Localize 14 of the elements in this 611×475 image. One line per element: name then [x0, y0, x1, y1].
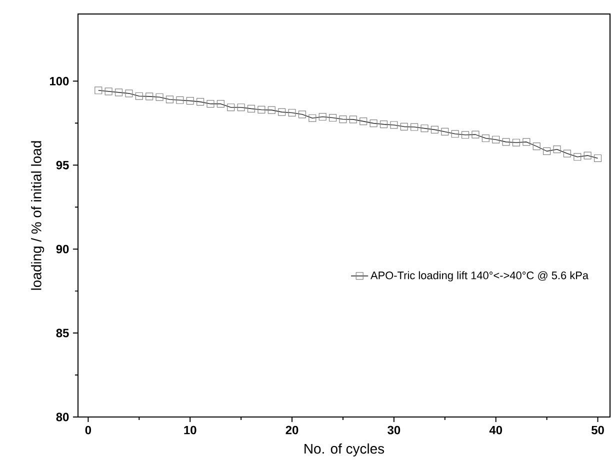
x-tick-label: 30 — [388, 426, 400, 434]
y-tick-label: 90 — [56, 244, 69, 254]
x-axis-title: No. of cycles — [304, 443, 384, 456]
y-tick-label: 100 — [50, 76, 69, 86]
x-tick-label: 0 — [85, 426, 92, 434]
x-tick-label: 50 — [592, 426, 604, 434]
legend-label: APO-Tric loading lift 140°<->40°C @ 5.6 kPa — [370, 271, 589, 282]
y-tick-label: 80 — [56, 412, 69, 422]
y-axis-title: loading / % of initial load — [31, 141, 44, 290]
x-tick-label: 10 — [184, 426, 196, 434]
y-tick-label: 85 — [56, 328, 69, 338]
x-tick-label: 20 — [286, 426, 298, 434]
x-tick-label: 40 — [489, 426, 502, 434]
y-tick-label: 95 — [56, 160, 69, 170]
